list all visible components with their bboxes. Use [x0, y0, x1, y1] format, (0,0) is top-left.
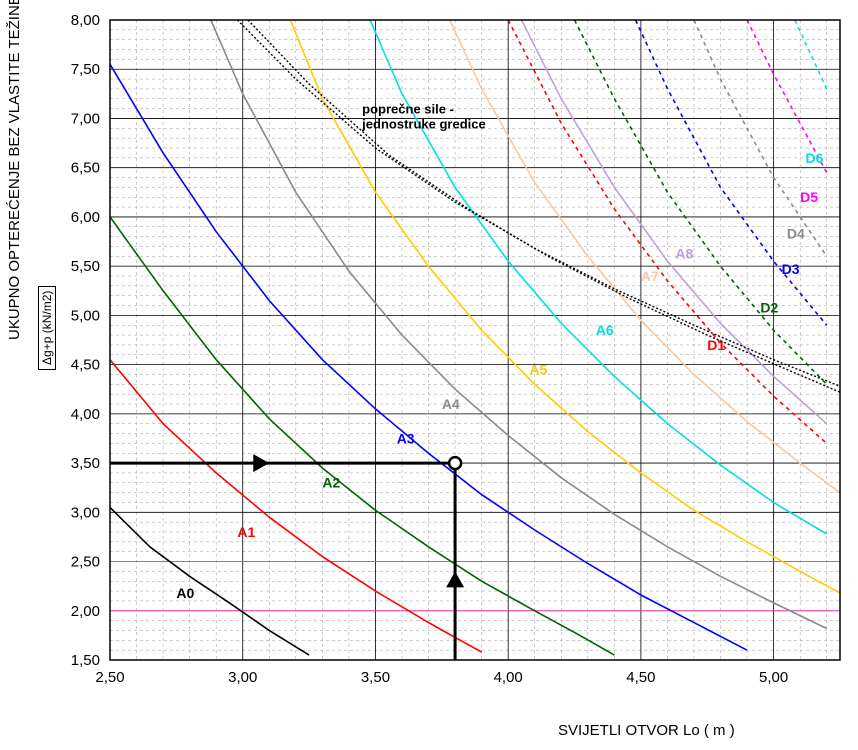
y-axis-title: UKUPNO OPTEREĆENJE BEZ VLASTITE TEŽINE (…: [6, 0, 23, 340]
label-D1: D1: [707, 337, 725, 353]
y-tick-1: 2,00: [71, 603, 100, 620]
y-tick-12: 7,50: [71, 61, 100, 78]
y-tick-9: 6,00: [71, 209, 100, 226]
y-tick-13: 8,00: [71, 12, 100, 29]
envelope-label-2: jednostruke gredice: [361, 117, 486, 132]
envelope-label-1: poprečne sile -: [362, 102, 454, 117]
label-D3: D3: [782, 261, 800, 277]
y-tick-3: 3,00: [71, 504, 100, 521]
label-A7: A7: [641, 268, 659, 284]
x-axis-title: SVIJETLI OTVOR Lo ( m ): [558, 722, 735, 739]
chart-svg: A0 A1 A2 A3 A4 A5 A6 A7 A8 D1 D2 D3 D4 D5 D6 poprečne s…: [0, 0, 858, 750]
x-tick-2: 3,50: [361, 669, 390, 686]
x-tick-5: 5,00: [759, 669, 788, 686]
x-tick-1: 3,00: [228, 669, 257, 686]
y-tick-10: 6,50: [71, 160, 100, 177]
y-tick-11: 7,00: [71, 110, 100, 127]
y-tick-6: 4,50: [71, 357, 100, 374]
label-A6: A6: [596, 322, 614, 338]
chart-container: UKUPNO OPTEREĆENJE BEZ VLASTITE TEŽINE (…: [0, 0, 858, 750]
y-tick-7: 5,00: [71, 307, 100, 324]
y-tick-8: 5,50: [71, 258, 100, 275]
y-axis-subtitle: Δg+p (kN/m2): [38, 286, 56, 370]
marker-point: [449, 457, 461, 469]
label-A5: A5: [529, 361, 547, 377]
label-D6: D6: [805, 150, 823, 166]
label-A0: A0: [176, 585, 194, 601]
y-tick-2: 2,50: [71, 554, 100, 571]
x-tick-0: 2,50: [95, 669, 124, 686]
label-A8: A8: [675, 245, 693, 261]
x-tick-3: 4,00: [494, 669, 523, 686]
label-D5: D5: [800, 189, 818, 205]
y-tick-0: 1,50: [71, 652, 100, 669]
label-D4: D4: [787, 226, 805, 242]
label-A4: A4: [442, 396, 460, 412]
y-tick-5: 4,00: [71, 406, 100, 423]
x-tick-4: 4,50: [626, 669, 655, 686]
y-tick-4: 3,50: [71, 455, 100, 472]
label-A1: A1: [237, 524, 255, 540]
label-A2: A2: [322, 475, 340, 491]
label-A3: A3: [397, 430, 415, 446]
label-D2: D2: [760, 299, 778, 315]
